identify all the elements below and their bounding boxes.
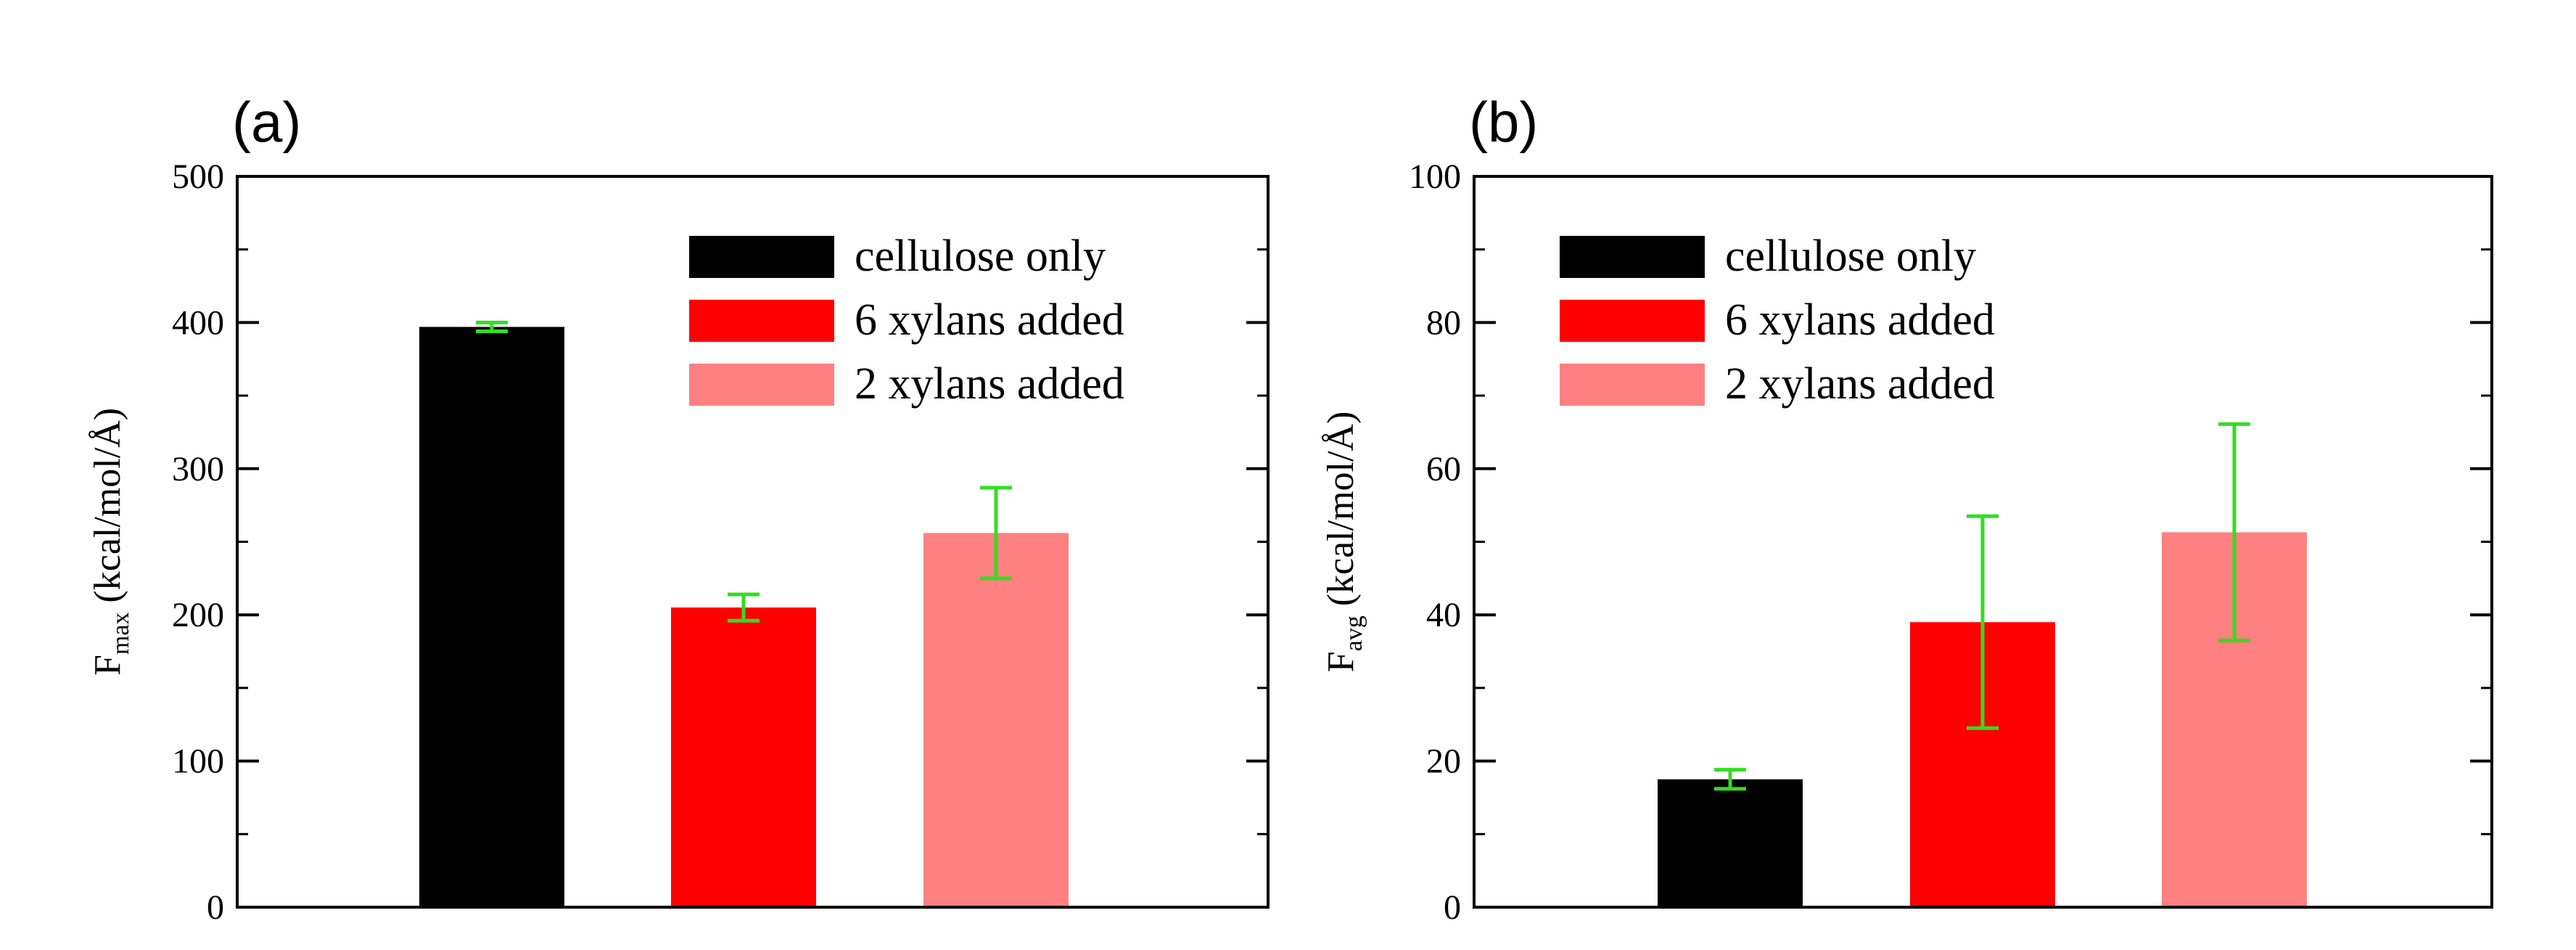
y-axis-label-unit: (kcal/mol/Å): [87, 408, 128, 613]
legend-label-3: 2 xylans added: [855, 359, 1124, 409]
y-tick-label: 40: [1426, 596, 1461, 634]
legend-label-3: 2 xylans added: [1725, 359, 1995, 409]
error-bar-1: [1714, 768, 1746, 791]
y-tick-label: 0: [207, 888, 224, 927]
bar-3: [923, 533, 1069, 907]
legend-swatch-1: [689, 236, 834, 278]
y-axis-label-main: F: [87, 655, 128, 676]
bar-1: [419, 327, 564, 907]
panel-label: (b): [1469, 90, 1538, 154]
bar-2: [671, 607, 816, 907]
legend-swatch-2: [689, 300, 834, 342]
y-axis-label-subscript: avg: [1341, 615, 1367, 651]
y-axis-label: Favg (kcal/mol/Å): [1320, 411, 1367, 673]
y-tick-label: 100: [1409, 157, 1461, 196]
y-tick-label: 100: [172, 742, 224, 781]
legend-swatch-1: [1560, 236, 1705, 278]
y-tick-label: 400: [172, 303, 224, 342]
y-axis-label-main: F: [1320, 651, 1362, 672]
legend-label-1: cellulose only: [855, 232, 1106, 281]
y-axis-label-unit: (kcal/mol/Å): [1320, 411, 1362, 616]
bar-1: [1658, 779, 1803, 907]
y-tick-label: 80: [1426, 303, 1461, 342]
legend-swatch-3: [689, 364, 834, 406]
error-bar-3: [980, 486, 1012, 581]
y-axis-label-subscript: max: [107, 613, 134, 655]
legend-label-1: cellulose only: [1725, 232, 1976, 281]
legend-swatch-2: [1560, 300, 1705, 342]
y-tick-label: 200: [172, 596, 224, 634]
error-bar-1: [476, 320, 508, 333]
panel-b: (b) 0 20 40 60 80 100 Favg (kcal/mol/Å) cellulos…: [1320, 90, 2493, 927]
panel-label: (a): [232, 90, 301, 154]
y-tick-label: 0: [1444, 888, 1461, 927]
error-bar-2: [728, 592, 760, 623]
panel-a: (a) 0 100 200 300 400 500 Fmax (kcal/mol/Å) cell…: [87, 90, 1270, 927]
y-tick-label: 20: [1426, 742, 1461, 781]
legend-label-2: 6 xylans added: [1725, 295, 1995, 345]
error-bar-3: [2218, 422, 2250, 642]
y-tick-label: 300: [172, 450, 224, 488]
legend-swatch-3: [1560, 364, 1705, 406]
error-bar-2: [1967, 514, 1999, 730]
y-tick-label: 60: [1426, 450, 1461, 488]
y-axis-label: Fmax (kcal/mol/Å): [87, 408, 134, 676]
legend-label-2: 6 xylans added: [855, 295, 1124, 345]
y-tick-label: 500: [172, 157, 224, 196]
